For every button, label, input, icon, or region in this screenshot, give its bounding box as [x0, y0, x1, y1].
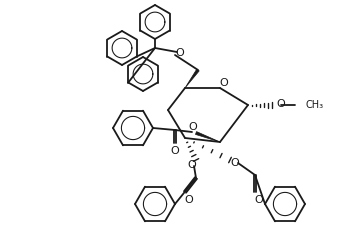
- Text: O: O: [254, 195, 263, 205]
- Text: O: O: [176, 48, 184, 58]
- Text: O: O: [231, 158, 239, 168]
- Polygon shape: [185, 69, 199, 88]
- Text: O: O: [220, 78, 228, 88]
- Text: O: O: [185, 195, 193, 205]
- Text: CH₃: CH₃: [305, 100, 323, 110]
- Text: O: O: [276, 99, 285, 109]
- Text: O: O: [189, 122, 197, 132]
- Text: O: O: [171, 146, 180, 156]
- Text: O: O: [188, 160, 196, 170]
- Polygon shape: [195, 132, 220, 142]
